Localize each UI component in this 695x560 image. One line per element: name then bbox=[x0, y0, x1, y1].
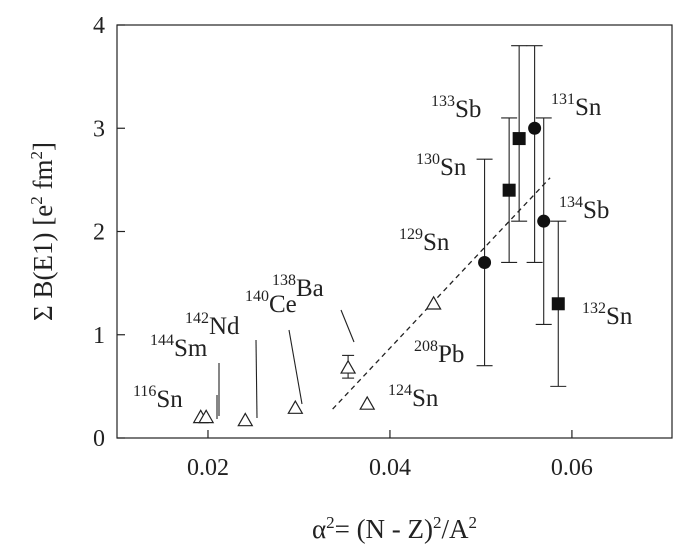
nucleus-label: 131Sn bbox=[551, 91, 602, 121]
data-point-square bbox=[512, 132, 526, 146]
nucleus-label: 144Sm bbox=[150, 332, 208, 362]
nucleus-label: 116Sn bbox=[133, 383, 183, 413]
y-axis-title: Σ B(E1) [e2 fm2] bbox=[27, 142, 58, 321]
data-point-triangle bbox=[340, 359, 357, 374]
y-tick-label: 2 bbox=[93, 220, 105, 246]
data-point-triangle bbox=[425, 295, 442, 310]
nucleus-label: 132Sn bbox=[582, 300, 633, 330]
x-tick-label: 0.04 bbox=[369, 455, 411, 481]
x-axis-title: α2= (N - Z)2/A2 bbox=[312, 513, 477, 544]
nucleus-label: 140Ce bbox=[245, 288, 297, 318]
plot-frame bbox=[116, 24, 673, 439]
data-point-triangle bbox=[359, 395, 376, 410]
nucleus-label: 208Pb bbox=[414, 338, 464, 368]
nucleus-label: 130Sn bbox=[416, 151, 467, 181]
data-point-triangle bbox=[287, 399, 304, 414]
data-point-square bbox=[551, 297, 565, 311]
y-tick-label: 3 bbox=[93, 116, 105, 142]
label-leader-line bbox=[340, 309, 355, 343]
data-point-triangle bbox=[198, 409, 215, 424]
nucleus-label: 133Sb bbox=[431, 93, 481, 123]
data-point-circle bbox=[478, 255, 492, 269]
label-leader-line bbox=[288, 329, 303, 405]
data-point-circle bbox=[537, 214, 551, 228]
x-tick-label: 0.06 bbox=[551, 455, 593, 481]
nucleus-label: 129Sn bbox=[399, 226, 450, 256]
y-tick-label: 0 bbox=[93, 426, 105, 452]
y-tick-label: 1 bbox=[93, 323, 105, 349]
trend-line bbox=[332, 177, 551, 410]
nucleus-label: 138Ba bbox=[272, 272, 324, 302]
nucleus-label: 124Sn bbox=[388, 382, 439, 412]
label-leader-line bbox=[255, 339, 258, 419]
data-point-square bbox=[502, 183, 516, 197]
nucleus-label: 142Nd bbox=[185, 310, 240, 340]
x-tick-label: 0.02 bbox=[187, 455, 229, 481]
nucleus-label: 134Sb bbox=[559, 194, 609, 224]
data-point-circle bbox=[528, 121, 542, 135]
data-point-triangle bbox=[237, 412, 254, 427]
y-tick-label: 4 bbox=[93, 13, 105, 39]
